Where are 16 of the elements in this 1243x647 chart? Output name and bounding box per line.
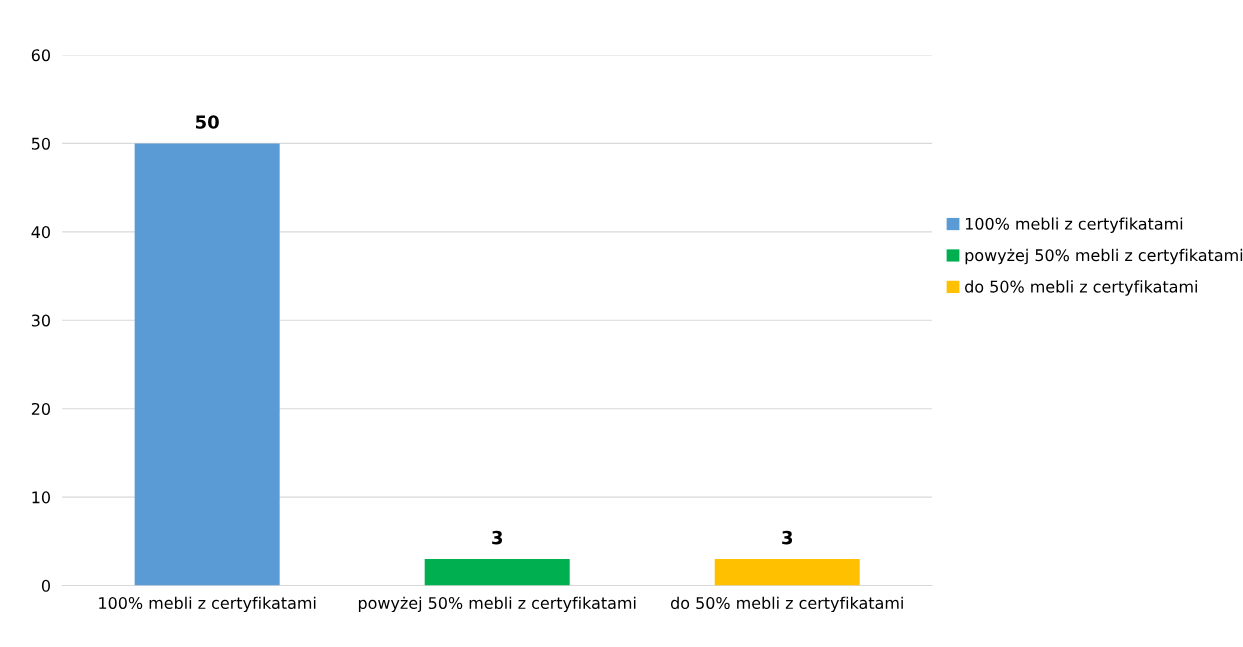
legend-label: powyżej 50% mebli z certyfikatami bbox=[965, 248, 1243, 265]
x-tick-label: 100% mebli z certyfikatami bbox=[99, 596, 316, 613]
y-tick-label: 10 bbox=[32, 491, 50, 504]
x-tick-label: powyżej 50% mebli z certyfikatami bbox=[358, 596, 636, 613]
legend-label: 100% mebli z certyfikatami bbox=[965, 217, 1183, 233]
y-tick-label: 20 bbox=[31, 402, 50, 415]
legend-label: do 50% mebli z certyfikatami bbox=[965, 280, 1197, 296]
data-label: 3 bbox=[782, 530, 793, 545]
y-tick-label: 0 bbox=[41, 579, 50, 592]
x-tick-label: do 50% mebli z certyfikatami bbox=[670, 596, 903, 613]
y-tick-label: 60 bbox=[31, 49, 50, 62]
y-tick-label: 30 bbox=[31, 314, 50, 327]
y-tick-label: 50 bbox=[31, 137, 50, 150]
y-tick-label: 40 bbox=[31, 226, 50, 239]
data-label: 50 bbox=[196, 115, 219, 129]
data-label: 3 bbox=[492, 530, 503, 545]
